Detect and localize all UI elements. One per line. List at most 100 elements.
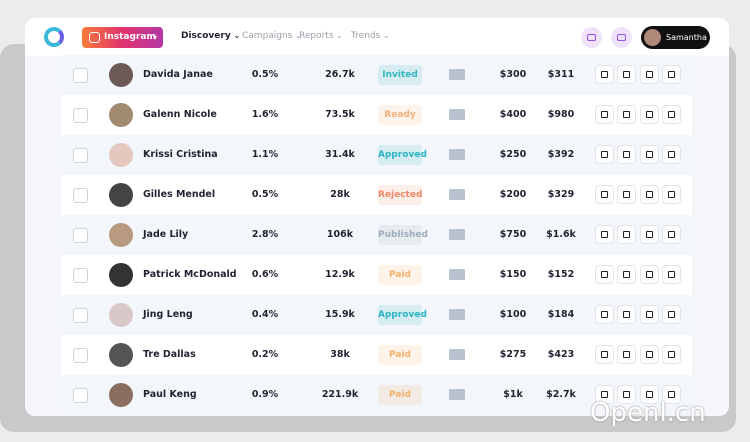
row-checkbox[interactable] [73, 68, 88, 83]
message-icon[interactable] [449, 309, 465, 320]
delete-button[interactable] [640, 105, 659, 124]
total: $2.7k [546, 389, 576, 400]
list-button[interactable] [595, 105, 614, 124]
row-checkbox[interactable] [73, 188, 88, 203]
delete-button[interactable] [640, 265, 659, 284]
followers: 73.5k [325, 109, 355, 120]
message-icon[interactable] [449, 69, 465, 80]
message-icon[interactable] [449, 109, 465, 120]
nav-item[interactable]: Reports [299, 31, 343, 41]
nav-item[interactable]: Trends [351, 31, 390, 41]
total: $392 [547, 149, 575, 160]
row-checkbox[interactable] [73, 108, 88, 123]
link-button[interactable] [662, 305, 681, 324]
delete-button[interactable] [640, 345, 659, 364]
influencer-name[interactable]: Krissi Cristina [143, 149, 218, 160]
link-button[interactable] [662, 105, 681, 124]
list-button[interactable] [595, 225, 614, 244]
table-row: Galenn Nicole 1.6% 73.5k Ready $400 $980 [62, 95, 692, 135]
link-button[interactable] [662, 145, 681, 164]
price: $100 [499, 309, 527, 320]
list-button[interactable] [595, 65, 614, 84]
message-icon[interactable] [449, 389, 465, 400]
delete-button[interactable] [640, 385, 659, 404]
message-icon[interactable] [449, 229, 465, 240]
delete-button[interactable] [640, 65, 659, 84]
status-badge: Approved [378, 145, 427, 165]
nav-item[interactable]: Campaigns [242, 31, 302, 41]
edit-button[interactable] [617, 385, 636, 404]
edit-button[interactable] [617, 65, 636, 84]
price: $200 [499, 189, 527, 200]
list-button[interactable] [595, 345, 614, 364]
messages-button[interactable] [581, 27, 602, 48]
price: $750 [499, 229, 527, 240]
total: $152 [547, 269, 575, 280]
influencer-name[interactable]: Jing Leng [143, 309, 193, 320]
total: $1.6k [546, 229, 576, 240]
notifications-button[interactable] [611, 27, 632, 48]
edit-button[interactable] [617, 225, 636, 244]
influencer-name[interactable]: Patrick McDonald [143, 269, 237, 280]
message-icon[interactable] [449, 189, 465, 200]
influencer-name[interactable]: Gilles Mendel [143, 189, 216, 200]
delete-button[interactable] [640, 305, 659, 324]
list-button[interactable] [595, 265, 614, 284]
avatar [109, 263, 133, 287]
edit-button[interactable] [617, 185, 636, 204]
followers: 106k [326, 229, 354, 240]
table-row: Krissi Cristina 1.1% 31.4k Approved $250 $392 [62, 135, 692, 175]
user-menu[interactable]: Samantha [641, 26, 710, 49]
message-icon[interactable] [449, 349, 465, 360]
followers: 15.9k [325, 309, 355, 320]
status-badge: Published [378, 225, 428, 245]
table-row: Gilles Mendel 0.5% 28k Rejected $200 $329 [62, 175, 692, 215]
message-icon[interactable] [449, 149, 465, 160]
list-button[interactable] [595, 145, 614, 164]
status-badge: Ready [378, 105, 422, 125]
link-button[interactable] [662, 65, 681, 84]
followers: 221.9k [321, 389, 359, 400]
engagement-rate: 1.6% [251, 109, 279, 120]
influencer-name[interactable]: Tre Dallas [143, 349, 196, 360]
row-checkbox[interactable] [73, 148, 88, 163]
platform-select[interactable]: Instagram [82, 27, 163, 48]
row-checkbox[interactable] [73, 268, 88, 283]
delete-button[interactable] [640, 185, 659, 204]
row-checkbox[interactable] [73, 388, 88, 403]
price: $400 [499, 109, 527, 120]
influencer-name[interactable]: Galenn Nicole [143, 109, 217, 120]
delete-button[interactable] [640, 225, 659, 244]
engagement-rate: 2.8% [251, 229, 279, 240]
table-row: Jing Leng 0.4% 15.9k Approved $100 $184 [62, 295, 692, 335]
row-checkbox[interactable] [73, 348, 88, 363]
list-button[interactable] [595, 305, 614, 324]
table-row: Paul Keng 0.9% 221.9k Paid $1k $2.7k [62, 375, 692, 415]
influencer-name[interactable]: Jade Lily [143, 229, 189, 240]
logo[interactable] [44, 27, 64, 47]
watermark: Openl.cn [590, 398, 706, 428]
price: $300 [499, 69, 527, 80]
link-button[interactable] [662, 345, 681, 364]
delete-button[interactable] [640, 145, 659, 164]
link-button[interactable] [662, 385, 681, 404]
link-button[interactable] [662, 185, 681, 204]
table-row: Patrick McDonald 0.6% 12.9k Paid $150 $152 [62, 255, 692, 295]
influencer-name[interactable]: Paul Keng [143, 389, 197, 400]
list-button[interactable] [595, 385, 614, 404]
message-icon[interactable] [449, 269, 465, 280]
edit-button[interactable] [617, 145, 636, 164]
list-button[interactable] [595, 185, 614, 204]
edit-button[interactable] [617, 305, 636, 324]
link-button[interactable] [662, 225, 681, 244]
row-checkbox[interactable] [73, 308, 88, 323]
edit-button[interactable] [617, 105, 636, 124]
nav-item[interactable]: Discovery [181, 31, 240, 41]
table-row: Jade Lily 2.8% 106k Published $750 $1.6k [62, 215, 692, 255]
edit-button[interactable] [617, 265, 636, 284]
edit-button[interactable] [617, 345, 636, 364]
link-button[interactable] [662, 265, 681, 284]
influencer-name[interactable]: Davida Janae [143, 69, 213, 80]
app-window: Instagram Discovery Campaigns Reports Tr… [25, 18, 729, 416]
row-checkbox[interactable] [73, 228, 88, 243]
